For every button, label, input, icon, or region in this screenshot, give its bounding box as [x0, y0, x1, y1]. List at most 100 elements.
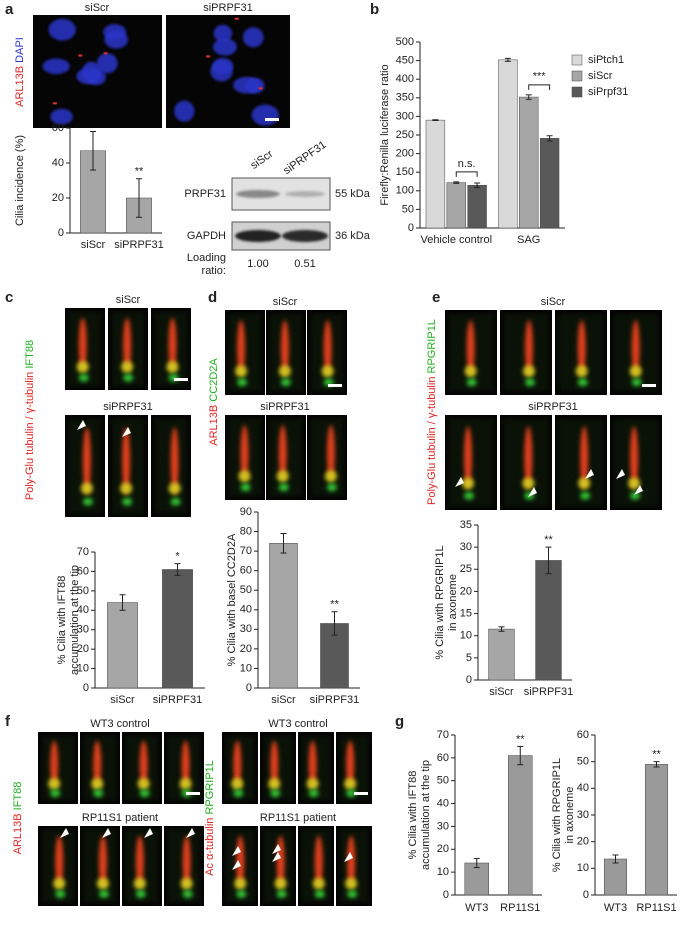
base: [120, 482, 133, 495]
stain-name: RPGRIP1L: [204, 760, 216, 814]
axoneme: [139, 740, 148, 789]
bar: [446, 182, 466, 229]
base: [274, 877, 287, 890]
stain-label: ARL13B DAPI: [14, 37, 26, 107]
basal-body: [82, 497, 93, 506]
y-axis-label: Cilia incidence (%): [14, 135, 26, 226]
y-tick-label: 0: [58, 227, 64, 239]
base: [522, 477, 535, 490]
base: [168, 482, 181, 495]
nucleus: [42, 58, 70, 75]
scale-bar: [354, 792, 368, 795]
axoneme: [577, 320, 586, 377]
y-tick-label: 50: [577, 756, 589, 768]
bar: [644, 764, 669, 896]
nucleus: [213, 24, 233, 43]
y-tick-label: 20: [52, 192, 64, 204]
stain-label: ARL13B CC2D2A: [208, 358, 220, 446]
nucleus: [104, 30, 129, 49]
y-tick-label: 10: [577, 862, 589, 874]
y-tick-label: 20: [240, 643, 252, 655]
stain-name: Poly-Glu tubulin / γ-tubulin: [426, 377, 438, 505]
stain-name: RPGRIP1L: [426, 319, 438, 373]
axoneme: [631, 320, 640, 377]
axoneme: [55, 835, 64, 889]
y-tick-label: 10: [77, 662, 89, 674]
y-tick-label: 10: [437, 866, 449, 878]
legend-swatch: [571, 70, 583, 82]
blot-row-label: GAPDH: [187, 230, 226, 242]
base: [575, 365, 588, 378]
y-tick-label: 20: [437, 843, 449, 855]
x-tick-label: siPRPF31: [153, 694, 203, 706]
panel-letter: g: [395, 713, 404, 730]
significance: **: [516, 733, 525, 745]
base: [268, 777, 281, 790]
arrowhead: [144, 828, 153, 838]
stain-name: ARL13B: [12, 813, 24, 854]
stain-name: IFT88: [12, 782, 24, 811]
basal-body: [270, 789, 281, 798]
y-axis-label: % Cilia with basel CC2D2A: [226, 533, 238, 666]
significance: **: [135, 166, 144, 178]
legend-label: siScr: [588, 70, 613, 82]
base: [166, 361, 179, 374]
legend-swatch: [571, 86, 583, 98]
stain-name: ARL13B: [14, 66, 26, 107]
y-tick-label: 60: [240, 565, 252, 577]
x-tick-label: WT3: [604, 902, 627, 914]
base: [306, 777, 319, 790]
basal-body: [93, 789, 104, 798]
y-tick-label: 0: [408, 222, 414, 234]
y-tick-label: 40: [52, 157, 64, 169]
y-tick-label: 50: [77, 585, 89, 597]
bar: [425, 119, 446, 229]
y-tick-label: 50: [402, 203, 414, 215]
cilium: [78, 54, 83, 57]
legend-swatch: [571, 54, 583, 66]
panel-letter: d: [208, 289, 217, 306]
y-axis-label: in axoneme: [564, 787, 576, 844]
significance: *: [175, 551, 180, 563]
arrowhead: [232, 846, 241, 856]
nucleus: [48, 18, 76, 41]
lane-label: siPRPF31: [281, 139, 328, 177]
cilium: [234, 17, 239, 20]
basal-body: [122, 497, 133, 506]
arrowhead: [77, 420, 86, 430]
y-tick-label: 20: [577, 836, 589, 848]
bar: [107, 602, 138, 689]
axoneme: [50, 740, 59, 789]
stain-label: Ac α-tubulin RPGRIP1L: [204, 760, 216, 876]
base: [91, 777, 104, 790]
stain-label: Poly-Glu tubulin / γ-tubulin RPGRIP1L: [426, 319, 438, 505]
x-tick-label: siScr: [110, 694, 135, 706]
y-tick-label: 0: [466, 674, 472, 686]
band: [285, 191, 325, 197]
nucleus: [96, 53, 118, 74]
y-axis-label: accumulation at the tip: [69, 565, 81, 675]
basal-body: [236, 890, 247, 898]
condition-label: RP11S1 patient: [82, 812, 158, 824]
base: [121, 361, 134, 374]
axoneme: [326, 425, 335, 482]
scale-bar: [265, 118, 279, 121]
y-tick-label: 60: [52, 122, 64, 134]
lane-label: siScr: [248, 148, 275, 172]
stain-name: ARL13B: [208, 405, 220, 446]
base: [464, 365, 477, 378]
y-tick-label: 250: [396, 129, 414, 141]
y-tick-label: 50: [437, 775, 449, 787]
panel-letter: c: [5, 289, 13, 306]
basal-body: [135, 890, 146, 898]
y-tick-label: 70: [437, 729, 449, 741]
arrowhead: [455, 477, 464, 487]
cilium: [52, 102, 57, 105]
y-tick-label: 40: [77, 604, 89, 616]
stain-name: Poly-Glu tubulin / γ-tubulin: [24, 372, 36, 500]
base: [180, 877, 193, 890]
arrowhead: [232, 860, 241, 870]
nucleus: [233, 76, 261, 94]
panel-letter: a: [5, 1, 14, 18]
